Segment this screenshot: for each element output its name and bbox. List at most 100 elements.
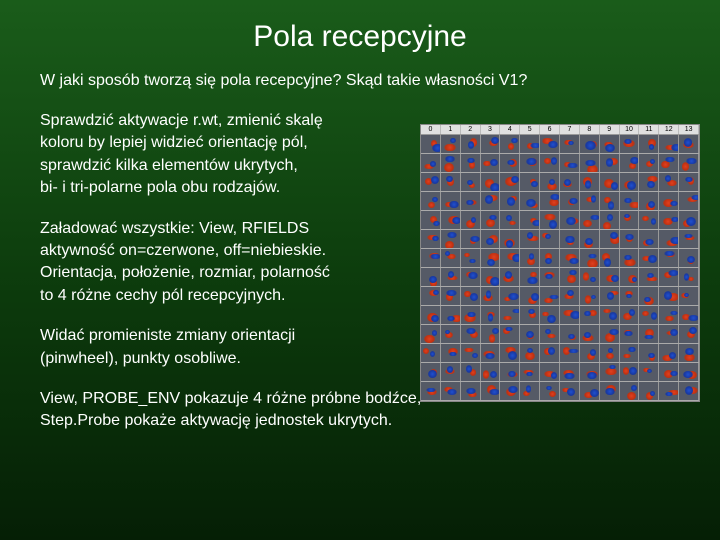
receptive-field-cell (520, 230, 540, 248)
receptive-field-cell (520, 173, 540, 191)
receptive-field-cell (600, 249, 620, 267)
receptive-field-cell (679, 135, 699, 153)
receptive-field-cell (580, 154, 600, 172)
receptive-field-cell (520, 306, 540, 324)
receptive-field-cell (679, 306, 699, 324)
receptive-field-cell (540, 173, 560, 191)
receptive-field-cell (540, 325, 560, 343)
receptive-field-cell (540, 306, 560, 324)
receptive-field-cell (580, 211, 600, 229)
receptive-field-cell (679, 287, 699, 305)
grid-header-row: 012345678910111213 (421, 125, 699, 135)
receptive-field-cell (679, 230, 699, 248)
receptive-field-cell (659, 154, 679, 172)
receptive-field-cell (679, 325, 699, 343)
receptive-field-cell (500, 173, 520, 191)
receptive-field-cell (461, 287, 481, 305)
receptive-field-cell (580, 287, 600, 305)
receptive-field-cell (421, 363, 441, 381)
receptive-field-cell (639, 173, 659, 191)
receptive-field-cell (500, 268, 520, 286)
receptive-field-cell (461, 211, 481, 229)
receptive-field-cell (639, 249, 659, 267)
receptive-field-cell (679, 173, 699, 191)
receptive-field-cell (639, 268, 659, 286)
receptive-field-cell (620, 211, 640, 229)
receptive-field-cell (600, 363, 620, 381)
paragraph-3: Widać promieniste zmiany orientacji (pin… (40, 325, 410, 370)
grid-header-cell: 2 (461, 125, 481, 134)
receptive-field-cell (620, 192, 640, 210)
receptive-field-cell (659, 230, 679, 248)
receptive-field-cell (500, 344, 520, 362)
grid-row (421, 382, 699, 401)
receptive-field-cell (481, 230, 501, 248)
receptive-field-cell (520, 325, 540, 343)
receptive-field-cell (580, 325, 600, 343)
receptive-field-cell (421, 306, 441, 324)
receptive-field-cell (441, 287, 461, 305)
receptive-field-cell (461, 192, 481, 210)
receptive-field-cell (560, 211, 580, 229)
receptive-field-cell (461, 325, 481, 343)
receptive-field-cell (679, 192, 699, 210)
receptive-field-cell (540, 363, 560, 381)
receptive-field-cell (620, 173, 640, 191)
p2-line2: aktywność on=czerwone, off=niebieskie. (40, 242, 326, 259)
receptive-field-cell (441, 135, 461, 153)
receptive-field-cell (659, 363, 679, 381)
receptive-field-cell (441, 306, 461, 324)
receptive-field-cell (639, 192, 659, 210)
receptive-field-cell (441, 249, 461, 267)
receptive-field-cell (520, 211, 540, 229)
receptive-field-cell (421, 268, 441, 286)
receptive-field-cell (500, 135, 520, 153)
grid-row (421, 135, 699, 154)
grid-body (421, 135, 699, 401)
receptive-field-cell (580, 306, 600, 324)
receptive-field-cell (600, 173, 620, 191)
p2-line4: to 4 różne cechy pól recepcyjnych. (40, 287, 285, 304)
receptive-field-cell (620, 325, 640, 343)
grid-header-cell: 0 (421, 125, 441, 134)
receptive-field-cell (481, 382, 501, 400)
receptive-field-cell (520, 135, 540, 153)
paragraph-2: Załadować wszystkie: View, RFIELDS aktyw… (40, 218, 410, 308)
p2-line1: Załadować wszystkie: View, RFIELDS (40, 220, 309, 237)
receptive-field-cell (421, 173, 441, 191)
receptive-field-cell (500, 211, 520, 229)
receptive-field-cell (560, 135, 580, 153)
receptive-field-cell (461, 249, 481, 267)
receptive-field-cell (481, 306, 501, 324)
grid-header-cell: 12 (659, 125, 679, 134)
receptive-field-cell (500, 382, 520, 400)
receptive-field-cell (600, 287, 620, 305)
receptive-field-cell (620, 135, 640, 153)
receptive-field-cell (461, 230, 481, 248)
receptive-field-cell (520, 287, 540, 305)
receptive-field-cell (580, 382, 600, 400)
receptive-field-cell (481, 363, 501, 381)
grid-row (421, 211, 699, 230)
receptive-field-cell (600, 325, 620, 343)
receptive-field-cell (461, 173, 481, 191)
receptive-field-cell (540, 287, 560, 305)
receptive-field-cell (421, 287, 441, 305)
receptive-field-cell (441, 154, 461, 172)
p1-line1: Sprawdzić aktywacje r.wt, zmienić skalę (40, 112, 323, 129)
receptive-field-cell (560, 287, 580, 305)
receptive-field-cell (441, 192, 461, 210)
grid-row (421, 154, 699, 173)
receptive-field-cell (560, 325, 580, 343)
receptive-field-cell (639, 211, 659, 229)
receptive-field-cell (540, 344, 560, 362)
receptive-field-cell (659, 382, 679, 400)
receptive-field-cell (540, 249, 560, 267)
receptive-field-cell (441, 268, 461, 286)
receptive-field-cell (679, 249, 699, 267)
p3-line1: Widać promieniste zmiany orientacji (40, 327, 295, 344)
receptive-field-cell (580, 268, 600, 286)
receptive-field-cell (659, 192, 679, 210)
receptive-field-cell (620, 230, 640, 248)
receptive-field-cell (659, 344, 679, 362)
